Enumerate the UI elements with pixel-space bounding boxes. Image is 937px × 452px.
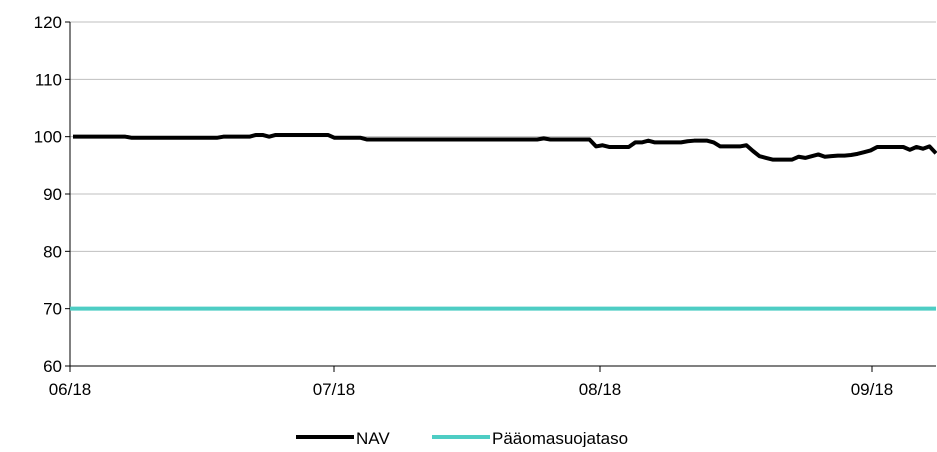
series-line-nav	[73, 132, 937, 162]
legend-label-paaomasuojataso: Pääomasuojataso	[492, 429, 628, 447]
y-tick-label: 100	[34, 128, 62, 147]
x-tick-label: 09/18	[851, 380, 894, 399]
legend-label-nav: NAV	[356, 429, 390, 447]
x-tick-label: 06/18	[49, 380, 92, 399]
y-tick-label: 60	[43, 357, 62, 376]
y-tick-label: 80	[43, 242, 62, 261]
y-tick-label: 90	[43, 185, 62, 204]
y-tick-label: 70	[43, 300, 62, 319]
y-tick-label: 110	[35, 70, 62, 89]
x-tick-label: 08/18	[579, 380, 622, 399]
x-tick-label: 07/18	[313, 380, 356, 399]
y-tick-label: 120	[34, 13, 62, 32]
